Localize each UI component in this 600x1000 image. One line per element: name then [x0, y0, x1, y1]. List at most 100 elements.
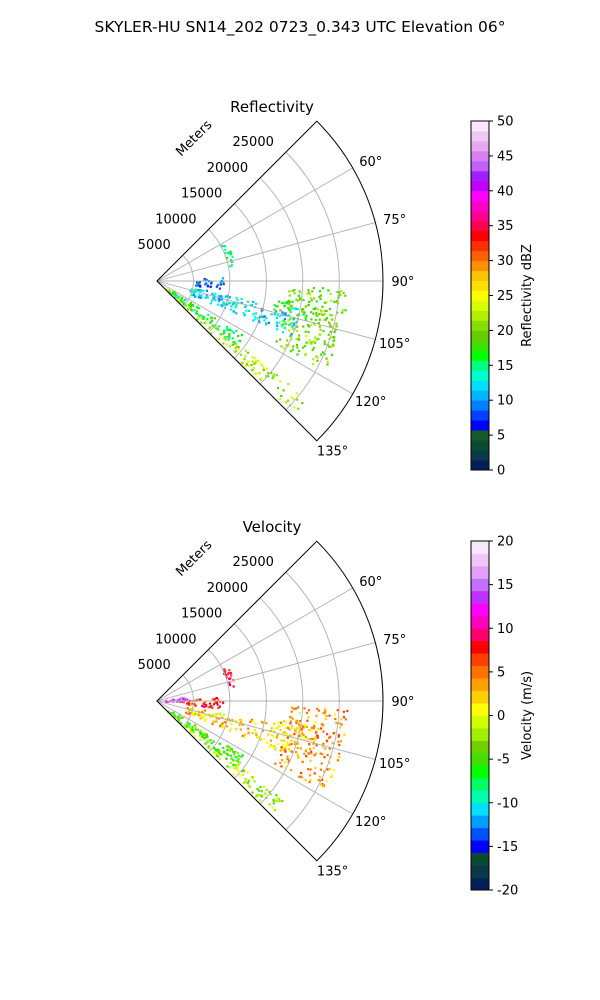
echo-gate — [297, 338, 300, 341]
echo-gate — [255, 359, 258, 362]
echo-gate — [328, 736, 331, 739]
echo-gate — [291, 327, 294, 330]
echo-gate — [330, 318, 334, 321]
echo-gate — [249, 303, 253, 307]
echo-gate — [180, 296, 183, 299]
echo-gate — [334, 322, 337, 325]
echo-gate — [320, 723, 323, 726]
echo-gate — [323, 318, 326, 321]
echo-gate — [337, 735, 340, 738]
azimuth-tick-label: 90° — [391, 275, 414, 290]
echo-gate — [225, 752, 228, 755]
echo-gate — [295, 298, 298, 301]
echo-gate — [182, 303, 185, 306]
colorbar-tick-label: 20 — [497, 535, 514, 550]
echo-gate — [315, 744, 318, 747]
echo-gate — [214, 751, 217, 754]
echo-gate — [224, 721, 227, 724]
echo-gate — [226, 294, 229, 297]
echo-gate — [218, 712, 221, 715]
echo-gate — [227, 753, 230, 756]
echo-gate — [289, 304, 292, 307]
echo-gate — [222, 337, 225, 340]
echo-gate — [280, 325, 284, 328]
echo-gate — [328, 714, 331, 717]
echo-gate — [334, 329, 337, 332]
echo-gate — [284, 327, 287, 330]
echo-gate — [309, 748, 312, 751]
echo-gate — [335, 301, 338, 304]
echo-gate — [256, 787, 259, 791]
echo-gate — [229, 265, 232, 268]
echo-gate — [238, 718, 241, 721]
echo-gate — [243, 358, 246, 361]
echo-gate — [304, 778, 307, 781]
colorbar-swatch — [471, 290, 489, 301]
echo-gate — [323, 342, 326, 346]
echo-gate — [289, 769, 293, 772]
echo-gate — [280, 739, 283, 742]
echo-gate — [321, 287, 324, 290]
echo-gate — [237, 348, 240, 351]
echo-gate — [230, 260, 234, 264]
echo-gate — [283, 312, 286, 315]
range-tick-label: 15000 — [181, 187, 222, 202]
echo-gate — [241, 770, 244, 773]
echo-gate — [312, 346, 315, 350]
echo-gate — [228, 335, 231, 338]
echo-gate — [321, 305, 324, 308]
echo-gate — [244, 780, 247, 783]
echo-gate — [292, 707, 295, 710]
echo-gate — [315, 312, 318, 315]
range-tick-label: 5000 — [138, 238, 171, 253]
echo-gate — [312, 362, 315, 366]
echo-gate — [206, 296, 209, 299]
echo-gate — [204, 296, 207, 299]
echo-gate — [301, 310, 304, 313]
colorbar-tick-label: 10 — [497, 394, 514, 409]
echo-gate — [232, 763, 235, 767]
echo-gate — [295, 721, 298, 725]
echo-gate — [288, 734, 292, 737]
echo-gate — [288, 329, 291, 332]
echo-gate — [325, 309, 328, 312]
echo-gate — [206, 735, 209, 739]
echo-gate — [324, 318, 328, 321]
echo-gate — [306, 324, 309, 327]
echo-gate — [315, 338, 318, 342]
echo-gate — [222, 701, 225, 705]
echo-gate — [330, 774, 333, 777]
echo-gate — [255, 372, 258, 375]
echo-gate — [292, 345, 295, 348]
echo-gate — [218, 705, 221, 708]
echo-gate — [259, 794, 262, 797]
echo-gate — [229, 761, 232, 764]
echo-gate — [307, 752, 310, 755]
echo-gate — [305, 314, 308, 317]
echo-gate — [220, 723, 223, 727]
echo-gate — [346, 709, 349, 713]
echo-gate — [222, 303, 225, 306]
echo-gate — [235, 728, 238, 731]
echo-gate — [322, 785, 325, 788]
echo-gate — [334, 713, 337, 716]
echo-gate — [193, 724, 196, 727]
echo-gate — [296, 314, 299, 317]
echo-gate — [223, 672, 226, 675]
echo-gate — [338, 752, 341, 755]
echo-gate — [315, 300, 318, 303]
echo-gate — [234, 720, 237, 723]
echo-gate — [265, 788, 268, 791]
echo-gate — [279, 721, 283, 724]
echo-gate — [233, 351, 236, 354]
echo-gate — [327, 289, 330, 292]
echo-gate — [339, 740, 342, 743]
echo-gate — [332, 344, 335, 348]
echo-gate — [268, 790, 271, 794]
echo-gate — [293, 289, 296, 292]
echo-gate — [307, 709, 311, 712]
echo-gate — [184, 724, 187, 727]
echo-gate — [329, 345, 332, 348]
echo-gate — [218, 742, 221, 745]
colorbar-swatch — [471, 190, 489, 202]
